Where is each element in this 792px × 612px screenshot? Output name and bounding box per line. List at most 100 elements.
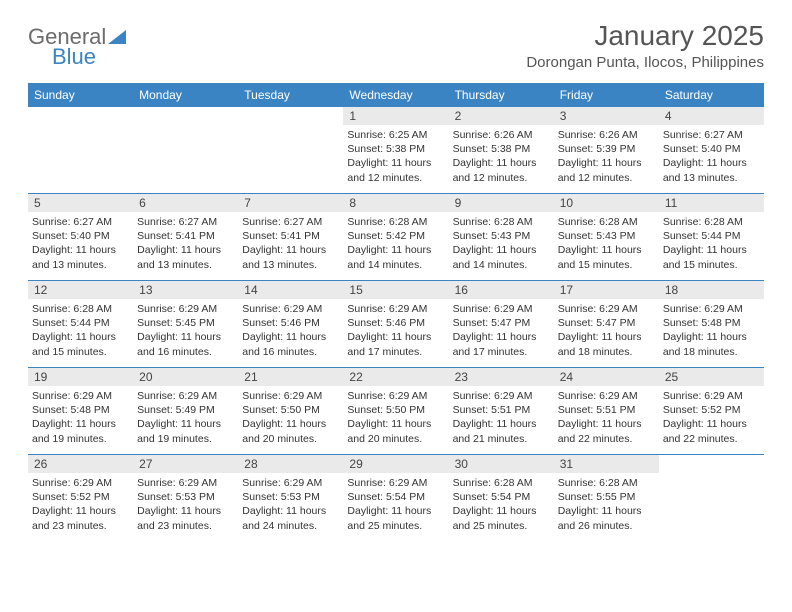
daylight-text: Daylight: 11 hours and 13 minutes. xyxy=(242,243,339,271)
day-number: 10 xyxy=(554,194,659,212)
sunset-text: Sunset: 5:48 PM xyxy=(663,316,760,330)
day-cell: 31Sunrise: 6:28 AMSunset: 5:55 PMDayligh… xyxy=(554,455,659,541)
sunset-text: Sunset: 5:40 PM xyxy=(663,142,760,156)
day-cell: 20Sunrise: 6:29 AMSunset: 5:49 PMDayligh… xyxy=(133,368,238,454)
weekday-header: Tuesday xyxy=(238,83,343,107)
day-cell: 18Sunrise: 6:29 AMSunset: 5:48 PMDayligh… xyxy=(659,281,764,367)
week-row: 19Sunrise: 6:29 AMSunset: 5:48 PMDayligh… xyxy=(28,367,764,454)
logo-text-block: General Blue xyxy=(28,24,126,70)
sunrise-text: Sunrise: 6:28 AM xyxy=(453,215,550,229)
daylight-text: Daylight: 11 hours and 25 minutes. xyxy=(347,504,444,532)
daylight-text: Daylight: 11 hours and 20 minutes. xyxy=(347,417,444,445)
sunset-text: Sunset: 5:55 PM xyxy=(558,490,655,504)
day-number: 4 xyxy=(659,107,764,125)
sunset-text: Sunset: 5:41 PM xyxy=(137,229,234,243)
day-number: 24 xyxy=(554,368,659,386)
location-subtitle: Dorongan Punta, Ilocos, Philippines xyxy=(526,54,764,71)
sunrise-text: Sunrise: 6:28 AM xyxy=(558,476,655,490)
sunrise-text: Sunrise: 6:28 AM xyxy=(453,476,550,490)
day-number: 7 xyxy=(238,194,343,212)
daylight-text: Daylight: 11 hours and 24 minutes. xyxy=(242,504,339,532)
sunset-text: Sunset: 5:47 PM xyxy=(453,316,550,330)
day-cell: 22Sunrise: 6:29 AMSunset: 5:50 PMDayligh… xyxy=(343,368,448,454)
day-cell: 10Sunrise: 6:28 AMSunset: 5:43 PMDayligh… xyxy=(554,194,659,280)
sunrise-text: Sunrise: 6:27 AM xyxy=(32,215,129,229)
sunset-text: Sunset: 5:53 PM xyxy=(137,490,234,504)
sunset-text: Sunset: 5:50 PM xyxy=(242,403,339,417)
day-number: 9 xyxy=(449,194,554,212)
day-number xyxy=(133,107,238,125)
daylight-text: Daylight: 11 hours and 21 minutes. xyxy=(453,417,550,445)
day-cell: 16Sunrise: 6:29 AMSunset: 5:47 PMDayligh… xyxy=(449,281,554,367)
sunrise-text: Sunrise: 6:29 AM xyxy=(137,302,234,316)
day-number: 23 xyxy=(449,368,554,386)
day-number: 31 xyxy=(554,455,659,473)
day-cell: 2Sunrise: 6:26 AMSunset: 5:38 PMDaylight… xyxy=(449,107,554,193)
day-cell: 24Sunrise: 6:29 AMSunset: 5:51 PMDayligh… xyxy=(554,368,659,454)
day-number xyxy=(28,107,133,125)
day-number: 25 xyxy=(659,368,764,386)
daylight-text: Daylight: 11 hours and 16 minutes. xyxy=(137,330,234,358)
day-number: 17 xyxy=(554,281,659,299)
daylight-text: Daylight: 11 hours and 18 minutes. xyxy=(663,330,760,358)
sunset-text: Sunset: 5:53 PM xyxy=(242,490,339,504)
daylight-text: Daylight: 11 hours and 12 minutes. xyxy=(453,156,550,184)
sunrise-text: Sunrise: 6:29 AM xyxy=(453,389,550,403)
calendar-page: General Blue January 2025 Dorongan Punta… xyxy=(0,0,792,551)
day-cell: 29Sunrise: 6:29 AMSunset: 5:54 PMDayligh… xyxy=(343,455,448,541)
day-cell: 12Sunrise: 6:28 AMSunset: 5:44 PMDayligh… xyxy=(28,281,133,367)
sunrise-text: Sunrise: 6:28 AM xyxy=(32,302,129,316)
sunrise-text: Sunrise: 6:29 AM xyxy=(558,302,655,316)
sunrise-text: Sunrise: 6:29 AM xyxy=(347,389,444,403)
week-row: 26 Sunrise: 6:29 AM Sunset: 5:52 PM Dayligh… xyxy=(28,454,764,541)
sunrise-text: Sunrise: 6:29 AM xyxy=(137,476,234,490)
sunrise-text: Sunrise: 6:28 AM xyxy=(558,215,655,229)
sunset-text: Sunset: 5:51 PM xyxy=(453,403,550,417)
day-cell: 26Sunrise: 6:29 AMSunset: 5:52 PMDayligh… xyxy=(28,455,133,541)
sunrise-text: Sunrise: 6:29 AM xyxy=(453,302,550,316)
sunrise-text: Sunrise: 6:28 AM xyxy=(347,215,444,229)
sunset-text: Sunset: 5:52 PM xyxy=(32,490,129,504)
sunrise-text: Sunrise: 6:29 AM xyxy=(347,302,444,316)
daylight-text: Daylight: 11 hours and 22 minutes. xyxy=(558,417,655,445)
sunrise-text: Sunrise: 6:28 AM xyxy=(663,215,760,229)
sunset-text: Sunset: 5:41 PM xyxy=(242,229,339,243)
daylight-text: Daylight: 11 hours and 16 minutes. xyxy=(242,330,339,358)
day-number: 30 xyxy=(449,455,554,473)
daylight-text: Daylight: 11 hours and 19 minutes. xyxy=(137,417,234,445)
sunset-text: Sunset: 5:38 PM xyxy=(453,142,550,156)
day-cell: 17Sunrise: 6:29 AMSunset: 5:47 PMDayligh… xyxy=(554,281,659,367)
weekday-header-row: Sunday Monday Tuesday Wednesday Thursday… xyxy=(28,83,764,107)
day-number: 6 xyxy=(133,194,238,212)
daylight-text: Daylight: 11 hours and 19 minutes. xyxy=(32,417,129,445)
sunset-text: Sunset: 5:39 PM xyxy=(558,142,655,156)
day-cell: 27Sunrise: 6:29 AMSunset: 5:53 PMDayligh… xyxy=(133,455,238,541)
calendar-grid: Sunday Monday Tuesday Wednesday Thursday… xyxy=(28,83,764,541)
day-number: 20 xyxy=(133,368,238,386)
week-row: 12Sunrise: 6:28 AMSunset: 5:44 PMDayligh… xyxy=(28,280,764,367)
weekday-header: Wednesday xyxy=(343,83,448,107)
day-cell: 28Sunrise: 6:29 AMSunset: 5:53 PMDayligh… xyxy=(238,455,343,541)
sunrise-text: Sunrise: 6:29 AM xyxy=(242,476,339,490)
day-number: 1 xyxy=(343,107,448,125)
day-number: 26 xyxy=(28,455,133,473)
day-number xyxy=(659,455,764,473)
daylight-text: Daylight: 11 hours and 15 minutes. xyxy=(32,330,129,358)
sunrise-text: Sunrise: 6:29 AM xyxy=(663,389,760,403)
sunset-text: Sunset: 5:43 PM xyxy=(453,229,550,243)
daylight-text: Daylight: 11 hours and 17 minutes. xyxy=(347,330,444,358)
day-cell: 14Sunrise: 6:29 AMSunset: 5:46 PMDayligh… xyxy=(238,281,343,367)
day-cell: 7Sunrise: 6:27 AMSunset: 5:41 PMDaylight… xyxy=(238,194,343,280)
daylight-text: Daylight: 11 hours and 22 minutes. xyxy=(663,417,760,445)
sunset-text: Sunset: 5:48 PM xyxy=(32,403,129,417)
day-number: 11 xyxy=(659,194,764,212)
daylight-text: Daylight: 11 hours and 13 minutes. xyxy=(137,243,234,271)
day-cell: 6Sunrise: 6:27 AMSunset: 5:41 PMDaylight… xyxy=(133,194,238,280)
day-cell: 4Sunrise: 6:27 AMSunset: 5:40 PMDaylight… xyxy=(659,107,764,193)
weeks-container: 1Sunrise: 6:25 AMSunset: 5:38 PMDaylight… xyxy=(28,107,764,541)
daylight-text: Daylight: 11 hours and 15 minutes. xyxy=(558,243,655,271)
day-cell xyxy=(133,107,238,193)
daylight-text: Daylight: 11 hours and 14 minutes. xyxy=(453,243,550,271)
daylight-text: Daylight: 11 hours and 17 minutes. xyxy=(453,330,550,358)
day-cell: 8Sunrise: 6:28 AMSunset: 5:42 PMDaylight… xyxy=(343,194,448,280)
